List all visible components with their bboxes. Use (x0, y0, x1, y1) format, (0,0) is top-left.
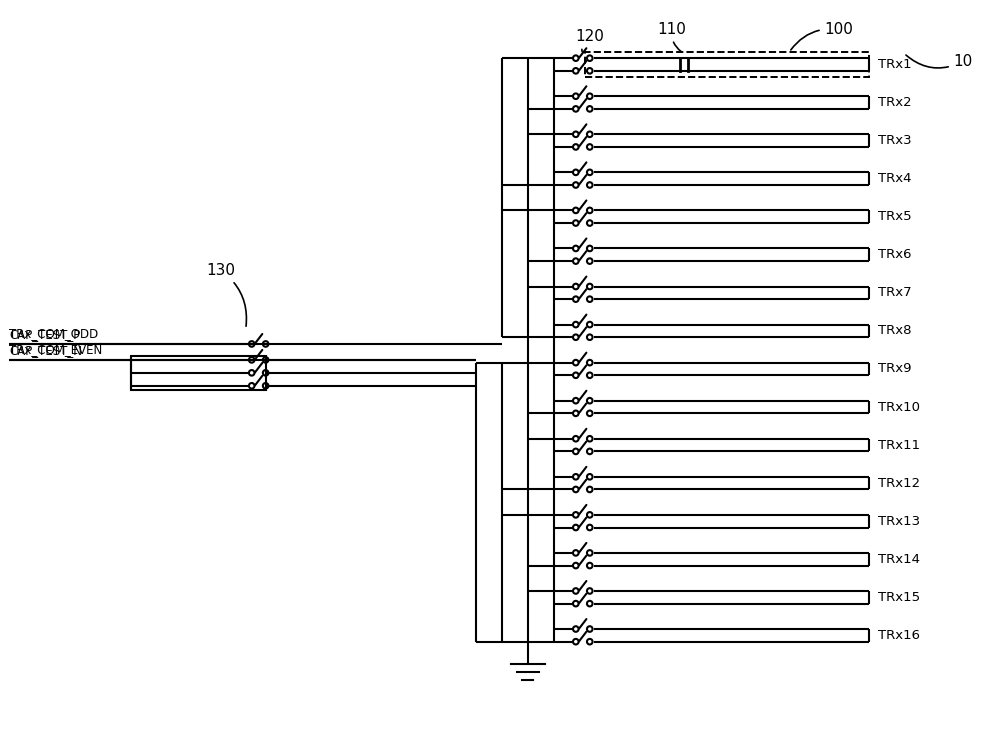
Text: TRx13: TRx13 (878, 515, 920, 528)
Text: 10: 10 (906, 54, 973, 69)
Bar (585, 53, 869, 77)
Text: TRx_COM_ODD: TRx_COM_ODD (9, 327, 99, 340)
Text: TRx_COM_EVEN: TRx_COM_EVEN (9, 343, 103, 356)
Text: TRx6: TRx6 (878, 249, 911, 261)
Text: TRx15: TRx15 (878, 591, 920, 604)
Text: TRx12: TRx12 (878, 477, 920, 490)
Text: 120: 120 (575, 29, 604, 52)
Text: TRx9: TRx9 (878, 363, 911, 375)
Text: TRx7: TRx7 (878, 286, 912, 300)
Text: TRx3: TRx3 (878, 134, 912, 147)
Text: 100: 100 (791, 21, 853, 50)
Text: TRx2: TRx2 (878, 96, 912, 109)
Text: TRx8: TRx8 (878, 324, 911, 337)
Text: TRx10: TRx10 (878, 400, 920, 414)
Text: TRx14: TRx14 (878, 553, 920, 566)
Text: TRx16: TRx16 (878, 629, 920, 642)
Text: CAP_TEST_P: CAP_TEST_P (9, 328, 81, 341)
Text: TRx1: TRx1 (878, 58, 912, 71)
Text: TRx5: TRx5 (878, 210, 912, 223)
Text: TRx11: TRx11 (878, 439, 920, 451)
Text: TRx4: TRx4 (878, 172, 911, 185)
Text: 110: 110 (657, 21, 686, 52)
Text: CAP_TEST_N: CAP_TEST_N (9, 344, 82, 357)
Bar (131, 356, 266, 390)
Text: 130: 130 (206, 263, 246, 326)
